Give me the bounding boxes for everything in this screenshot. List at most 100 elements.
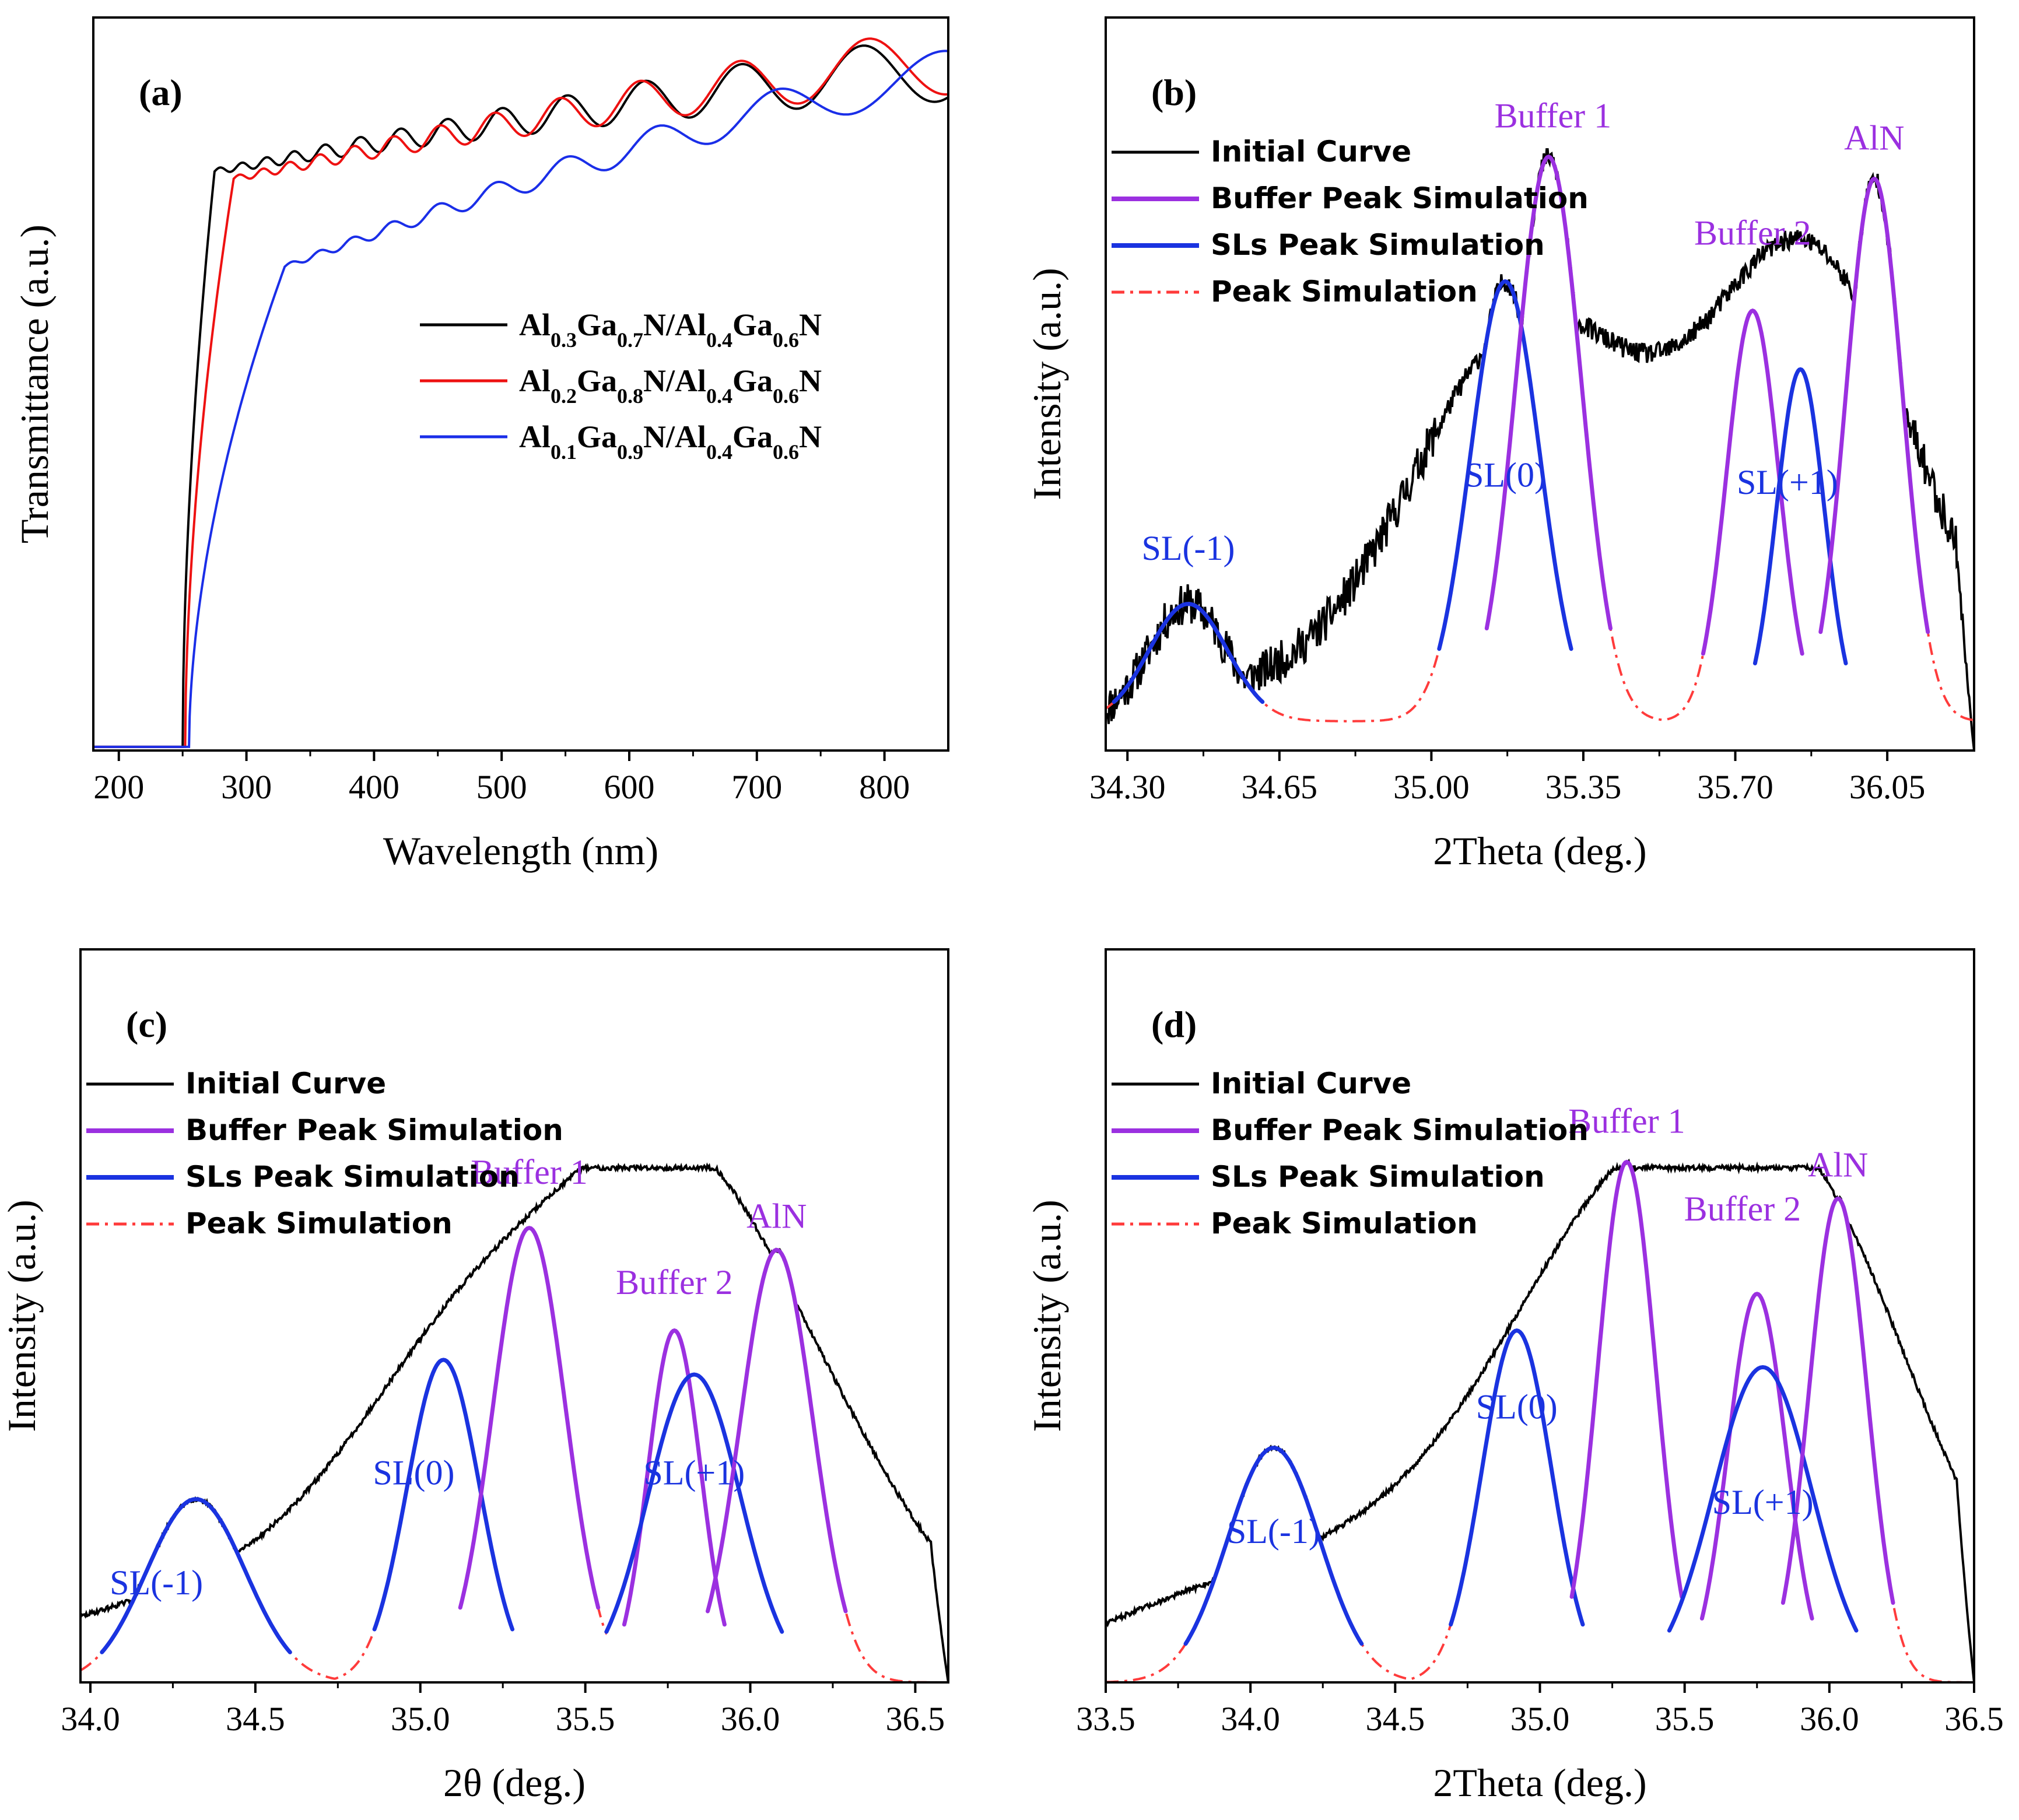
x-tick-label-b: 34.65 (1242, 768, 1318, 806)
buffer-peak-b-2 (1484, 155, 1613, 630)
legend-label-d-0: Initial Curve (1211, 1067, 1411, 1100)
plot-area-a (93, 37, 948, 748)
legend-label-c-3: Peak Simulation (185, 1207, 453, 1240)
buffer-peak-d-3 (1699, 1292, 1814, 1621)
plot-area-c (80, 1162, 948, 1682)
legend-label-c-1: Buffer Peak Simulation (185, 1113, 563, 1147)
x-tick-label-b: 35.35 (1545, 768, 1622, 806)
legend-label-b-0: Initial Curve (1211, 135, 1411, 169)
peak-annotation-d-0: SL(-1) (1227, 1512, 1320, 1551)
peak-annotation-d-1: SL(0) (1476, 1387, 1558, 1426)
peak-annotation-b-0: SL(-1) (1141, 529, 1235, 567)
series-line-a1 (93, 44, 948, 748)
panel-label-a: (a) (139, 72, 183, 113)
peak-annotation-b-3: Buffer 1 (1495, 97, 1612, 135)
peak-annotation-b-4: Buffer 2 (1694, 214, 1811, 253)
peak-annotation-d-4: Buffer 2 (1684, 1190, 1801, 1228)
peak-annotation-c-0: SL(-1) (110, 1563, 203, 1602)
y-axis-title-d: Intensity (a.u.) (1025, 1200, 1069, 1432)
x-tick-label-d: 35.0 (1510, 1700, 1570, 1738)
y-axis-title-b: Intensity (a.u.) (1025, 268, 1069, 500)
axes-frame-c (79, 948, 949, 1684)
peak-annotation-b-1: SL(0) (1464, 455, 1546, 494)
sls-peak-b-4 (1752, 367, 1848, 665)
peak-annotation-d-5: AlN (1808, 1146, 1868, 1184)
peak-annotation-c-3: Buffer 1 (471, 1153, 588, 1191)
peak-annotation-c-5: AlN (746, 1197, 807, 1236)
series-line-a3 (93, 50, 948, 748)
y-axis-title-c: Intensity (a.u.) (0, 1200, 44, 1432)
legend-label-a2: Al0.2Ga0.8N/Al0.4Ga0.6N (519, 363, 822, 408)
buffer-peak-b-5 (1818, 176, 1930, 634)
x-tick-label-d: 34.5 (1366, 1700, 1425, 1738)
x-tick-label-d: 36.0 (1800, 1700, 1859, 1738)
x-tick-label-a: 400 (349, 768, 399, 806)
buffer-peak-d-2 (1569, 1159, 1684, 1599)
buffer-peak-b-3 (1701, 308, 1804, 656)
buffer-peak-d-5 (1780, 1196, 1895, 1605)
legend-label-a1: Al0.3Ga0.7N/Al0.4Ga0.6N (519, 307, 822, 352)
x-tick-label-b: 35.70 (1697, 768, 1773, 806)
sls-peak-c-4 (604, 1372, 784, 1634)
legend-label-d-1: Buffer Peak Simulation (1211, 1113, 1589, 1147)
sls-peak-d-4 (1667, 1365, 1859, 1633)
legend-label-b-1: Buffer Peak Simulation (1211, 181, 1589, 215)
plot-area-b (1106, 148, 1974, 751)
x-axis-title-b: 2Theta (deg.) (1433, 829, 1646, 873)
x-tick-label-b: 34.30 (1089, 768, 1166, 806)
peak-annotation-c-1: SL(0) (373, 1454, 454, 1492)
x-axis-title-d: 2Theta (deg.) (1433, 1761, 1646, 1805)
x-tick-label-d: 35.5 (1655, 1700, 1715, 1738)
x-tick-label-b: 36.05 (1849, 768, 1926, 806)
legend-label-b-2: SLs Peak Simulation (1211, 228, 1545, 262)
axes-frame-a (92, 16, 949, 752)
axes-frame-b (1105, 16, 1975, 752)
legend-c: Initial Curve Buffer Peak Simulation SLs P… (86, 1067, 563, 1240)
peak-annotation-d-2: SL(+1) (1712, 1483, 1814, 1521)
peak-annotation-c-2: SL(+1) (643, 1454, 745, 1492)
x-tick-label-d: 33.5 (1076, 1700, 1135, 1738)
panel-c: 34.0 34.5 35.0 35.5 36.0 36.5 2θ (deg.) Intensi… (0, 948, 949, 1805)
peak-annotation-d-3: Buffer 1 (1568, 1102, 1685, 1140)
legend-d: Initial Curve Buffer Peak Simulation SLs P… (1112, 1067, 1589, 1240)
sls-peak-c-1 (372, 1358, 515, 1632)
panel-label-d: (d) (1151, 1004, 1197, 1045)
legend-label-d-2: SLs Peak Simulation (1211, 1160, 1545, 1194)
legend-label-a3: Al0.1Ga0.9N/Al0.4Ga0.6N (519, 419, 822, 464)
x-tick-label-a: 800 (859, 768, 910, 806)
peak-annotation-b-5: AlN (1844, 118, 1904, 157)
x-tick-label-c: 34.5 (226, 1700, 285, 1738)
sls-peak-d-1 (1449, 1328, 1585, 1627)
x-tick-label-d: 34.0 (1221, 1700, 1280, 1738)
x-tick-label-c: 34.0 (61, 1700, 120, 1738)
panel-a: 200 300 400 500 600 700 800 Wavelength (nm) Tran… (12, 16, 949, 873)
legend-label-c-0: Initial Curve (185, 1067, 386, 1100)
x-tick-label-a: 500 (476, 768, 527, 806)
panel-d: 33.5 34.0 34.5 35.0 35.5 36.0 36.5 2Theta (deg.… (1025, 948, 2004, 1805)
legend-label-c-2: SLs Peak Simulation (185, 1160, 520, 1194)
axes-frame-d (1105, 948, 1975, 1684)
x-tick-label-a: 600 (604, 768, 654, 806)
panel-label-c: (c) (126, 1004, 167, 1045)
sls-peak-b-0 (1112, 602, 1265, 704)
panel-b: 34.30 34.65 35.00 35.35 35.70 36.05 2Theta (de… (1025, 16, 1975, 873)
buffer-peak-c-5 (706, 1247, 848, 1614)
x-tick-label-c: 35.0 (391, 1700, 450, 1738)
x-tick-label-a: 300 (221, 768, 272, 806)
x-tick-label-c: 36.5 (886, 1700, 945, 1738)
x-axis-title-a: Wavelength (nm) (383, 829, 658, 873)
initial-curve-c (80, 1162, 948, 1682)
panel-label-b: (b) (1151, 72, 1197, 113)
sls-peak-d-0 (1183, 1446, 1364, 1646)
sls-peak-b-1 (1437, 279, 1573, 651)
legend-label-b-3: Peak Simulation (1211, 275, 1478, 308)
peak-annotation-c-4: Buffer 2 (616, 1263, 733, 1302)
y-axis-title-a: Transmittance (a.u.) (12, 225, 57, 543)
x-tick-label-d: 36.5 (1944, 1700, 2004, 1738)
x-axis-title-c: 2θ (deg.) (443, 1761, 586, 1805)
x-tick-label-c: 36.0 (721, 1700, 780, 1738)
legend-b: Initial Curve Buffer Peak Simulation SLs P… (1112, 135, 1589, 308)
plot-area-d (1106, 1158, 1974, 1682)
sls-peak-c-0 (100, 1497, 292, 1654)
